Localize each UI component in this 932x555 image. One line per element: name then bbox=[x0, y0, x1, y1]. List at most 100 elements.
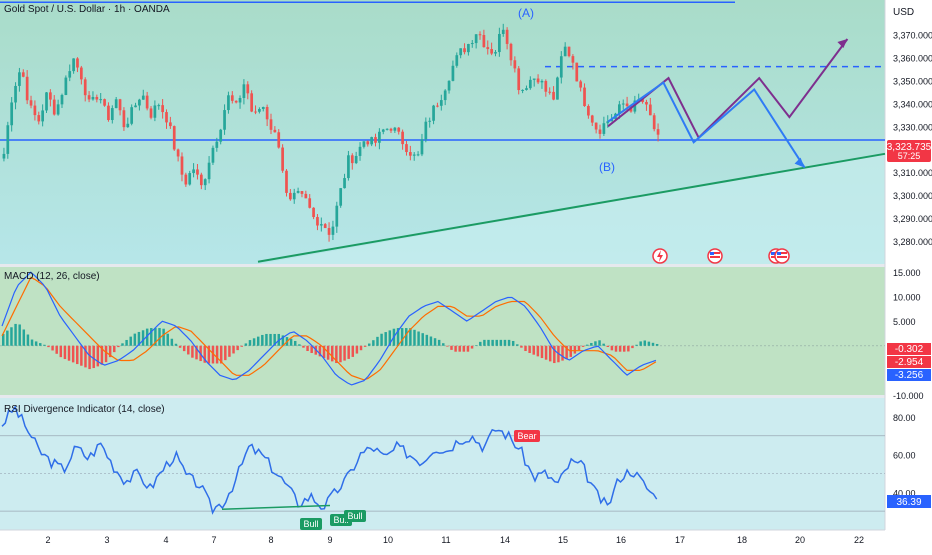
macd-histogram-bar bbox=[256, 336, 260, 346]
candle-body bbox=[269, 119, 273, 130]
time-tick-label: 9 bbox=[327, 535, 332, 545]
macd-histogram-bar bbox=[133, 333, 137, 346]
time-tick-label: 17 bbox=[675, 535, 685, 545]
last-price-value: 3,323.735 bbox=[887, 142, 932, 153]
rising-trendline[interactable] bbox=[257, 152, 886, 263]
macd-histogram-bar bbox=[380, 333, 383, 346]
time-tick-label: 16 bbox=[616, 535, 626, 545]
candle-body bbox=[374, 137, 377, 143]
time-tick-label: 4 bbox=[163, 535, 168, 545]
macd-title[interactable]: MACD (12, 26, close) bbox=[4, 271, 100, 282]
macd-histogram-bar bbox=[306, 345, 309, 352]
pane-separator[interactable] bbox=[0, 264, 932, 267]
macd-histogram-bar bbox=[281, 335, 285, 346]
macd-histogram-bar bbox=[150, 328, 153, 346]
macd-histogram-bar bbox=[310, 345, 313, 354]
us-flag-event-icon[interactable] bbox=[707, 248, 723, 264]
candle-body bbox=[83, 79, 87, 96]
time-tick-label: 14 bbox=[500, 535, 510, 545]
candle-body bbox=[107, 105, 110, 121]
macd-histogram-bar bbox=[182, 345, 186, 352]
candle-body bbox=[350, 155, 354, 164]
candle-body bbox=[87, 95, 91, 100]
macd-histogram-bar bbox=[244, 343, 248, 346]
macd-histogram-bar bbox=[347, 345, 350, 359]
candle-body bbox=[215, 141, 219, 148]
candle-body bbox=[343, 178, 346, 189]
svg-text:-3.256: -3.256 bbox=[895, 370, 924, 381]
macd-histogram-bar bbox=[561, 345, 564, 361]
rsi-bear-label[interactable]: Bear bbox=[514, 430, 540, 442]
macd-histogram-bar bbox=[67, 345, 71, 361]
candle-body bbox=[563, 46, 567, 57]
rsi-bull-label[interactable]: Bull bbox=[344, 510, 366, 522]
candle-body bbox=[439, 100, 443, 106]
candle-body bbox=[141, 95, 145, 100]
macd-histogram-bar bbox=[129, 336, 132, 346]
candle-body bbox=[498, 33, 501, 53]
time-tick-label: 11 bbox=[441, 535, 450, 545]
macd-histogram-bar bbox=[635, 344, 638, 346]
candle-body bbox=[258, 109, 261, 112]
candle-body bbox=[571, 56, 575, 63]
macd-histogram-bar bbox=[51, 345, 54, 351]
rsi-title[interactable]: RSI Divergence Indicator (14, close) bbox=[4, 404, 165, 415]
macd-histogram-bar bbox=[643, 340, 647, 346]
pane-separator[interactable] bbox=[0, 395, 932, 398]
currency-label[interactable]: USD bbox=[893, 7, 914, 18]
candle-body bbox=[122, 110, 126, 128]
candle-body bbox=[138, 99, 141, 106]
candle-body bbox=[172, 126, 176, 150]
macd-histogram-bar bbox=[553, 345, 556, 364]
earnings-flash-icon[interactable] bbox=[652, 248, 668, 264]
macd-histogram-bar bbox=[10, 327, 13, 346]
macd-histogram-bar bbox=[425, 334, 429, 346]
candle-body bbox=[401, 131, 404, 145]
price-scale-area[interactable] bbox=[885, 0, 932, 550]
candle-body bbox=[289, 192, 292, 200]
macd-histogram-bar bbox=[335, 345, 338, 364]
candle-body bbox=[68, 71, 72, 78]
macd-histogram-bar bbox=[224, 345, 227, 361]
candle-body bbox=[312, 207, 315, 218]
macd-histogram-bar bbox=[548, 345, 552, 362]
svg-text:-2.954: -2.954 bbox=[895, 357, 924, 368]
candle-body bbox=[277, 132, 281, 148]
macd-histogram-bar bbox=[442, 343, 445, 346]
macd-histogram-bar bbox=[544, 345, 548, 360]
macd-histogram-bar bbox=[80, 345, 83, 366]
rsi-bull-label[interactable]: Bull bbox=[300, 518, 322, 530]
macd-histogram-bar bbox=[145, 328, 149, 346]
candle-body bbox=[397, 127, 401, 132]
macd-histogram-bar bbox=[191, 345, 194, 358]
macd-histogram-bar bbox=[540, 345, 544, 359]
macd-histogram-bar bbox=[363, 345, 367, 347]
candle-body bbox=[416, 154, 420, 156]
candle-body bbox=[366, 141, 370, 145]
candle-body bbox=[358, 146, 362, 156]
candle-body bbox=[536, 78, 540, 83]
time-tick-label: 3 bbox=[104, 535, 109, 545]
wave-projections[interactable] bbox=[607, 38, 849, 169]
candle-body bbox=[347, 155, 350, 179]
candle-body bbox=[509, 43, 513, 61]
candle-body bbox=[72, 58, 75, 72]
time-scale-area[interactable] bbox=[0, 530, 932, 550]
candle-body bbox=[223, 110, 226, 130]
candle-body bbox=[203, 179, 207, 186]
candle-body bbox=[219, 129, 223, 142]
candle-body bbox=[33, 105, 37, 116]
svg-text:-0.302: -0.302 bbox=[895, 344, 924, 355]
candle-body bbox=[602, 123, 606, 134]
candle-body bbox=[618, 104, 621, 114]
macd-histogram-bar bbox=[289, 338, 293, 346]
us-flag-event-icon[interactable] bbox=[774, 248, 790, 264]
symbol-title[interactable]: Gold Spot / U.S. Dollar · 1h · OANDA bbox=[4, 4, 170, 15]
candle-body bbox=[552, 91, 555, 100]
trendline-segment bbox=[257, 152, 886, 263]
candle-body bbox=[10, 102, 14, 126]
macd-histogram-bar bbox=[322, 345, 326, 359]
bar-countdown: 57:25 bbox=[898, 151, 921, 161]
rsi-line bbox=[1, 405, 658, 515]
